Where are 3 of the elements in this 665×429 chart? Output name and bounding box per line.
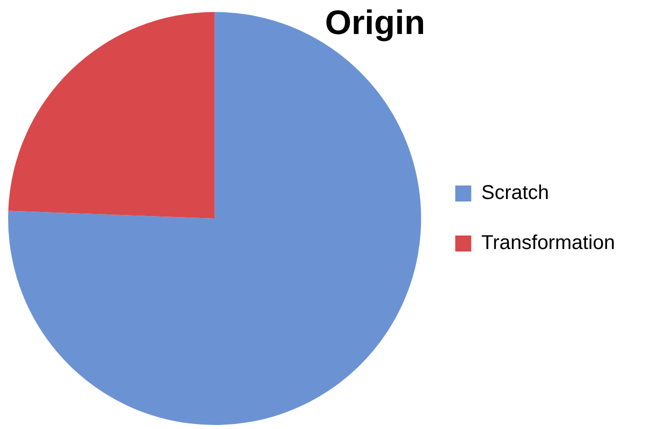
chart-title: Origin bbox=[325, 4, 426, 43]
legend-label: Scratch bbox=[481, 182, 550, 204]
legend-label: Transformation bbox=[481, 232, 615, 254]
